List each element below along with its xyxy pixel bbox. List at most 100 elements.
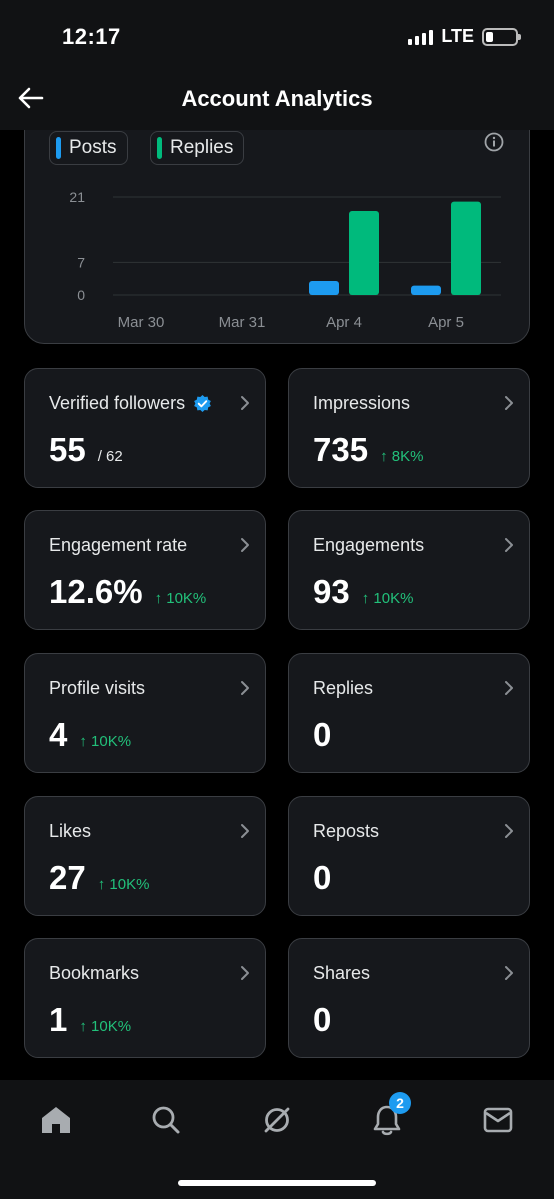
x-tick-label: Apr 5 (428, 314, 464, 331)
stat-value: 55 (49, 431, 86, 468)
x-tick-label: Apr 4 (326, 314, 362, 331)
stat-card-reposts[interactable]: Reposts 0 (288, 796, 530, 916)
nav-home[interactable] (36, 1100, 76, 1140)
back-arrow-icon (18, 87, 44, 109)
network-type: LTE (441, 26, 474, 46)
stat-value: 735 (313, 431, 369, 468)
stat-card-profile-visits[interactable]: Profile visits 4 ↑ 10K% (24, 653, 266, 773)
y-tick-label: 21 (69, 189, 85, 205)
nav-grok[interactable] (257, 1100, 297, 1140)
stat-value: 4 (49, 716, 68, 753)
replies-swatch (157, 137, 162, 159)
stat-card-likes[interactable]: Likes 27 ↑ 10K% (24, 796, 266, 916)
stat-label-row: Replies (313, 678, 373, 699)
stat-value-row: 735 ↑ 8K% (313, 431, 423, 469)
chevron-right-icon (241, 681, 249, 695)
chevron-right-icon (505, 538, 513, 552)
status-time: 12:17 (62, 24, 121, 49)
stat-card-impressions[interactable]: Impressions 735 ↑ 8K% (288, 368, 530, 488)
bar-posts-apr-5[interactable] (411, 285, 441, 295)
stat-card-verified-followers[interactable]: Verified followers 55 / 62 (24, 368, 266, 488)
stat-value: 0 (313, 859, 332, 896)
stat-label: Verified followers (49, 393, 186, 413)
stat-label-row: Engagement rate (49, 535, 187, 556)
stat-value-row: 55 / 62 (49, 431, 123, 469)
stat-value: 12.6% (49, 573, 143, 610)
stat-value-row: 0 (313, 1001, 331, 1039)
search-icon (152, 1106, 180, 1134)
legend-replies-label: Replies (170, 137, 234, 158)
stat-label: Replies (313, 678, 374, 698)
stat-value-row: 12.6% ↑ 10K% (49, 573, 206, 611)
chevron-right-icon (505, 824, 513, 838)
stat-value: 27 (49, 859, 86, 896)
stat-label-row: Profile visits (49, 678, 145, 699)
stat-label: Engagement rate (49, 535, 188, 555)
mail-icon (483, 1107, 513, 1133)
y-tick-label: 0 (77, 287, 85, 303)
legend-posts[interactable]: Posts (49, 131, 128, 165)
battery-icon (482, 27, 521, 46)
stat-value-row: 27 ↑ 10K% (49, 859, 149, 897)
stat-trend: ↑ 10K% (79, 733, 132, 750)
nav-search[interactable] (146, 1100, 186, 1140)
posts-swatch (56, 137, 61, 159)
stat-trend: ↑ 10K% (154, 590, 207, 607)
stat-value: 1 (49, 1001, 68, 1038)
x-tick-label: Mar 31 (219, 314, 266, 331)
stat-label-row: Impressions (313, 393, 410, 414)
stat-trend: ↑ 8K% (380, 448, 424, 465)
stat-value-row: 0 (313, 716, 331, 754)
bar-replies-apr-4[interactable] (349, 211, 379, 295)
stat-label-row: Reposts (313, 821, 379, 842)
stat-card-bookmarks[interactable]: Bookmarks 1 ↑ 10K% (24, 938, 266, 1058)
bar-chart: 0 7 21 Mar 30 Mar 31 Apr 4 Apr 5 (69, 189, 501, 331)
chevron-right-icon (505, 966, 513, 980)
nav-messages[interactable] (478, 1100, 518, 1140)
info-icon[interactable] (483, 131, 505, 153)
stat-label-row: Bookmarks (49, 963, 139, 984)
notifications-badge: 2 (389, 1092, 411, 1114)
stat-trend: ↑ 10K% (97, 876, 150, 893)
home-indicator[interactable] (178, 1180, 376, 1186)
stat-value: 0 (313, 1001, 332, 1038)
stat-trend: ↑ 10K% (361, 590, 414, 607)
stat-card-engagements[interactable]: Engagements 93 ↑ 10K% (288, 510, 530, 630)
stat-label: Shares (313, 963, 371, 983)
back-button[interactable] (14, 82, 46, 114)
chevron-right-icon (241, 396, 249, 410)
bottom-navigation: 2 (0, 1080, 554, 1199)
stat-value: 93 (313, 573, 350, 610)
x-tick-label: Mar 30 (118, 314, 165, 331)
stat-label-row: Shares (313, 963, 370, 984)
stat-label: Impressions (313, 393, 411, 413)
stat-value-row: 93 ↑ 10K% (313, 573, 413, 611)
activity-chart-card: Posts Replies 0 7 21 Mar 30 Mar 31 Apr 4 Apr 5 (24, 110, 530, 344)
nav-notifications[interactable]: 2 (367, 1092, 411, 1140)
stat-label-row: Likes (49, 821, 91, 842)
stat-label: Likes (49, 821, 92, 841)
status-bar: 12:17 LTE (0, 0, 554, 72)
legend-posts-label: Posts (69, 137, 117, 158)
bar-replies-apr-5[interactable] (451, 201, 481, 295)
y-tick-label: 7 (77, 254, 85, 270)
stat-value-row: 0 (313, 859, 331, 897)
stat-value: 0 (313, 716, 332, 753)
bar-posts-apr-4[interactable] (309, 281, 339, 295)
home-icon (42, 1107, 70, 1133)
page-title: Account Analytics (181, 86, 373, 111)
stat-card-engagement-rate[interactable]: Engagement rate 12.6% ↑ 10K% (24, 510, 266, 630)
chevron-right-icon (505, 681, 513, 695)
chevron-right-icon (241, 824, 249, 838)
legend-replies[interactable]: Replies (150, 131, 245, 165)
stat-subtotal: / 62 (97, 448, 123, 465)
stat-card-shares[interactable]: Shares 0 (288, 938, 530, 1058)
status-indicators: LTE (408, 26, 521, 47)
stat-label: Reposts (313, 821, 380, 841)
stat-label-row: Verified followers (49, 393, 212, 414)
chevron-right-icon (241, 966, 249, 980)
stat-card-replies[interactable]: Replies 0 (288, 653, 530, 773)
stat-label: Profile visits (49, 678, 146, 698)
grok-icon (264, 1107, 290, 1133)
